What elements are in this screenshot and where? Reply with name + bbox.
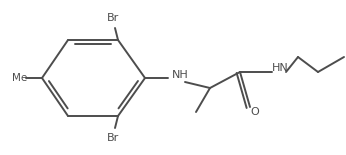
Text: HN: HN (272, 63, 289, 73)
Text: Br: Br (107, 133, 119, 143)
Text: O: O (251, 107, 260, 117)
Text: Br: Br (107, 13, 119, 23)
Text: NH: NH (172, 70, 189, 80)
Text: Me: Me (12, 73, 27, 83)
